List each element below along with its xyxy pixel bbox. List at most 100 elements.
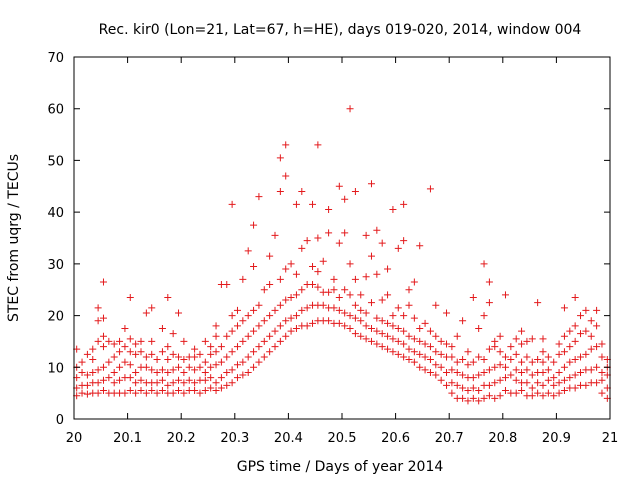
x-tick-label: 20 — [66, 431, 83, 446]
data-point — [287, 327, 295, 335]
data-point — [485, 299, 493, 307]
data-point — [491, 394, 499, 402]
data-point — [164, 368, 172, 376]
data-point — [233, 322, 241, 330]
data-point — [394, 337, 402, 345]
data-point — [239, 275, 247, 283]
data-point — [475, 387, 483, 395]
data-point — [357, 317, 365, 325]
data-point — [175, 363, 183, 371]
data-point — [78, 358, 86, 366]
data-point — [566, 327, 574, 335]
data-point — [485, 381, 493, 389]
data-point — [341, 229, 349, 237]
data-point — [223, 368, 231, 376]
data-point — [475, 325, 483, 332]
data-point — [362, 335, 370, 343]
data-point — [421, 366, 429, 374]
data-point — [292, 312, 300, 320]
data-point — [298, 286, 306, 294]
data-point — [196, 363, 204, 371]
data-point — [233, 306, 241, 314]
data-point — [501, 363, 509, 371]
data-point — [228, 379, 236, 387]
data-point — [426, 343, 434, 351]
data-point — [223, 353, 231, 361]
data-point — [571, 384, 579, 392]
data-point — [405, 332, 413, 340]
data-point — [266, 348, 274, 356]
data-point — [282, 172, 290, 180]
data-point — [137, 387, 145, 395]
data-point — [260, 353, 268, 361]
data-point — [228, 366, 236, 374]
data-point — [94, 379, 102, 387]
data-point — [341, 309, 349, 317]
data-point — [116, 363, 124, 371]
data-point — [400, 200, 408, 208]
data-point — [292, 291, 300, 299]
y-tick-label: 70 — [47, 51, 64, 66]
data-point — [169, 350, 177, 358]
data-point — [367, 252, 375, 260]
data-point — [416, 337, 424, 345]
data-point — [239, 371, 247, 379]
data-point — [228, 200, 236, 208]
data-point — [373, 314, 381, 322]
data-point — [405, 286, 413, 294]
data-point — [282, 317, 290, 325]
data-point — [426, 327, 434, 335]
data-point — [512, 366, 520, 374]
data-point — [325, 317, 333, 325]
data-point — [459, 371, 467, 379]
data-point — [443, 381, 451, 389]
data-point — [126, 293, 134, 301]
data-point — [250, 221, 258, 229]
data-point — [480, 312, 488, 320]
data-point — [587, 332, 595, 340]
data-point — [94, 337, 102, 345]
data-point — [539, 348, 547, 356]
data-point — [212, 322, 220, 330]
data-point — [217, 358, 225, 366]
data-point — [416, 242, 424, 250]
data-point — [276, 322, 284, 330]
data-point — [491, 363, 499, 371]
data-point — [416, 325, 424, 332]
data-point — [593, 363, 601, 371]
data-point — [266, 252, 274, 260]
data-point — [298, 244, 306, 252]
data-point — [491, 379, 499, 387]
data-point — [528, 392, 536, 400]
data-point — [577, 368, 585, 376]
data-point — [555, 368, 563, 376]
data-point — [330, 286, 338, 294]
data-point — [459, 317, 467, 325]
data-point — [319, 301, 327, 309]
data-point — [351, 187, 359, 195]
data-point — [469, 384, 477, 392]
data-point — [453, 381, 461, 389]
data-point — [276, 154, 284, 162]
data-point — [459, 384, 467, 392]
data-point — [378, 317, 386, 325]
data-point — [191, 366, 199, 374]
data-point — [223, 281, 231, 289]
data-point — [405, 301, 413, 309]
data-point — [389, 335, 397, 343]
data-point — [335, 182, 343, 190]
x-tick-label: 20.8 — [488, 431, 517, 446]
data-point — [491, 337, 499, 345]
y-tick-label: 50 — [47, 154, 64, 169]
data-point — [239, 337, 247, 345]
data-point — [341, 322, 349, 330]
data-point — [185, 376, 193, 384]
data-point — [560, 387, 568, 395]
data-point — [201, 376, 209, 384]
data-point — [501, 291, 509, 299]
data-point — [175, 376, 183, 384]
data-point — [158, 366, 166, 374]
data-point — [94, 389, 102, 397]
data-point — [132, 368, 140, 376]
data-point — [593, 306, 601, 314]
